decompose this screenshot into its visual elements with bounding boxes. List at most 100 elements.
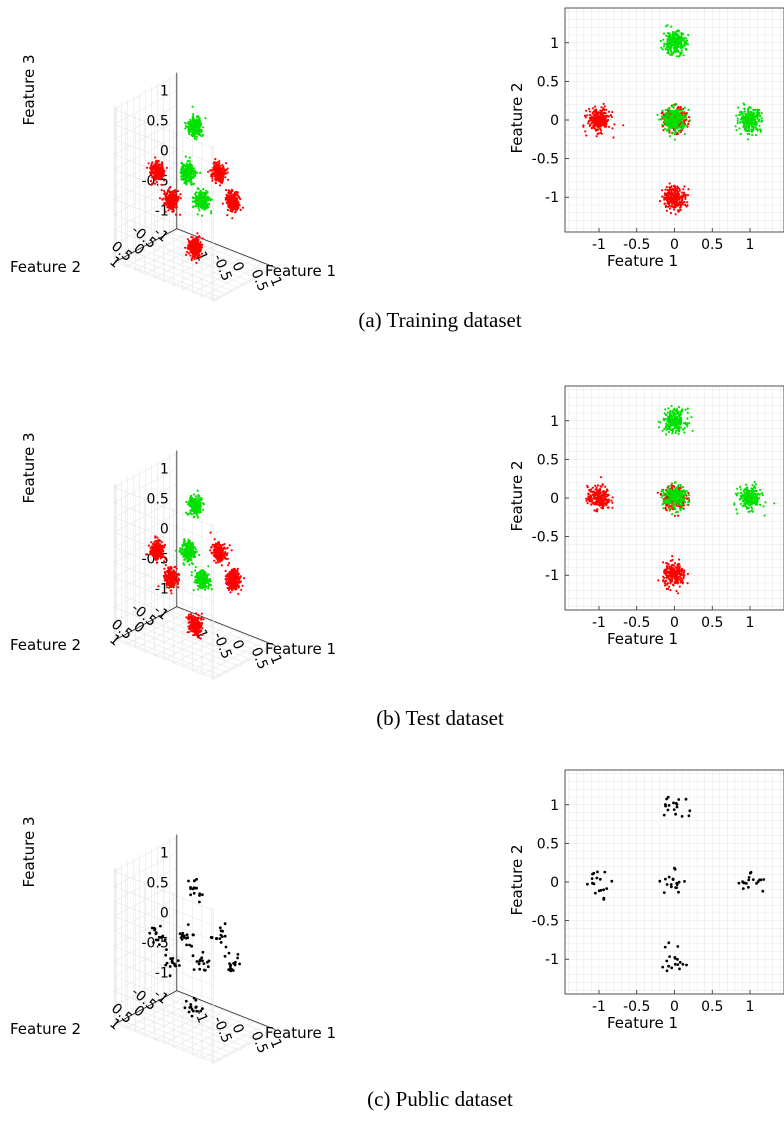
data-point	[226, 171, 229, 174]
data-point	[212, 169, 215, 172]
data-point	[666, 111, 669, 114]
data-point	[683, 42, 686, 46]
data-point	[199, 133, 202, 136]
data-point	[228, 544, 231, 547]
data-point	[597, 111, 600, 114]
data-point	[167, 197, 170, 200]
data-point	[215, 175, 218, 178]
data-point	[668, 207, 672, 210]
y-tick-label: 1	[106, 632, 123, 650]
data-point	[195, 246, 198, 249]
data-point	[196, 130, 199, 133]
data-point	[682, 125, 685, 128]
data-point	[658, 200, 662, 203]
data-point	[212, 166, 215, 169]
x-axis-label: Feature 1	[265, 640, 336, 658]
data-point	[239, 575, 242, 578]
data-point	[222, 173, 225, 176]
data-point	[674, 129, 677, 132]
y-axis-label: Feature 2	[508, 83, 526, 154]
y-tick-label: 1	[106, 254, 123, 272]
data-point	[234, 573, 237, 576]
data-point	[661, 48, 664, 51]
data-point	[656, 113, 659, 116]
data-point	[218, 176, 221, 179]
data-point	[182, 178, 185, 181]
data-point	[191, 105, 194, 108]
data-point	[159, 539, 162, 542]
data-point	[224, 171, 227, 174]
data-point	[237, 592, 240, 595]
data-point	[661, 109, 664, 112]
data-point	[149, 173, 152, 176]
data-point	[191, 168, 194, 171]
data-point	[676, 190, 679, 193]
data-point	[675, 103, 678, 106]
data-point	[215, 173, 218, 176]
data-point	[744, 112, 747, 115]
data-point	[676, 127, 679, 130]
data-point	[191, 239, 194, 242]
data-point	[668, 135, 672, 138]
data-point	[236, 574, 239, 577]
data-point	[735, 114, 738, 117]
data-point	[596, 120, 599, 123]
data-point	[194, 191, 197, 195]
data-point	[220, 176, 223, 179]
data-point	[682, 54, 685, 57]
data-point	[670, 105, 673, 108]
data-point	[667, 49, 670, 52]
data-point	[236, 191, 239, 194]
data-point	[664, 112, 667, 115]
data-point	[753, 115, 756, 119]
data-point	[673, 188, 676, 191]
data-point	[152, 546, 156, 550]
data-point	[668, 111, 671, 114]
data-point	[224, 198, 227, 201]
data-point	[227, 588, 230, 592]
data-point	[165, 575, 168, 578]
data-point	[669, 186, 673, 189]
data-point	[165, 201, 168, 205]
data-point	[226, 586, 229, 590]
data-point	[190, 126, 194, 129]
data-point	[175, 197, 178, 200]
data-point	[189, 613, 192, 616]
data-point	[195, 236, 198, 239]
data-point	[669, 211, 673, 215]
data-point	[239, 197, 242, 201]
data-point	[679, 202, 682, 205]
data-point	[171, 570, 174, 573]
data-point	[174, 202, 177, 205]
data-point	[195, 241, 198, 245]
data-point	[741, 111, 744, 114]
data-point	[683, 106, 687, 109]
grid-line	[114, 105, 177, 140]
data-point	[583, 114, 587, 117]
data-point	[169, 207, 173, 210]
data-point	[227, 572, 230, 575]
data-point	[223, 543, 226, 546]
x-tick-label: -0.5	[623, 237, 650, 253]
data-point	[211, 543, 214, 546]
data-point	[211, 172, 214, 175]
x-tick-label: 0	[670, 237, 679, 253]
data-point	[163, 567, 166, 570]
data-point	[683, 200, 686, 204]
data-point	[168, 190, 171, 193]
x-tick-label: 1	[746, 237, 755, 253]
data-point	[227, 583, 230, 586]
data-point	[196, 120, 200, 124]
data-point	[684, 37, 688, 40]
data-point	[665, 34, 668, 37]
data-point	[230, 190, 233, 193]
data-point	[597, 123, 600, 127]
data-point	[193, 253, 197, 256]
data-point	[588, 107, 591, 110]
data-point	[167, 209, 170, 212]
data-point	[209, 531, 212, 534]
data-point	[193, 257, 196, 261]
data-point	[190, 166, 193, 169]
data-point	[688, 116, 691, 119]
data-point	[175, 205, 178, 209]
